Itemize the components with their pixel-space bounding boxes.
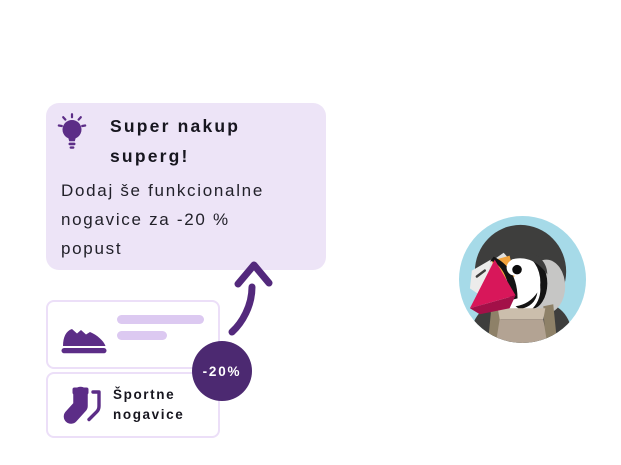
text-placeholder-bar	[117, 331, 167, 340]
product-card-sneakers	[46, 300, 220, 369]
socks-label-line: Športne	[113, 387, 176, 402]
promo-title: Super nakup superg!	[110, 111, 240, 171]
socks-card-label: Športne nogavice	[113, 385, 184, 425]
promo-body-line: popust	[61, 239, 123, 258]
discount-badge-label: -20%	[202, 363, 242, 379]
socks-icon	[63, 386, 101, 424]
promo-body-line: Dodaj še funkcionalne	[61, 181, 264, 200]
penguin-mascot-icon	[458, 215, 587, 344]
product-card-socks: Športne nogavice	[46, 372, 220, 438]
promo-body-line: nogavice za -20 %	[61, 210, 230, 229]
promo-body-text: Dodaj še funkcionalne nogavice za -20 % …	[61, 176, 264, 263]
promo-title-line: Super nakup	[110, 116, 241, 136]
socks-label-line: nogavice	[113, 407, 185, 422]
promo-title-line: superg!	[110, 146, 190, 166]
prestashop-mascot-avatar	[458, 215, 587, 344]
discount-badge: -20%	[192, 341, 252, 401]
promo-tip-card: Super nakup superg! Dodaj še funkcionaln…	[46, 103, 326, 270]
lightbulb-icon	[57, 113, 87, 149]
sneaker-icon	[61, 329, 107, 354]
text-placeholder-bar	[117, 315, 204, 324]
